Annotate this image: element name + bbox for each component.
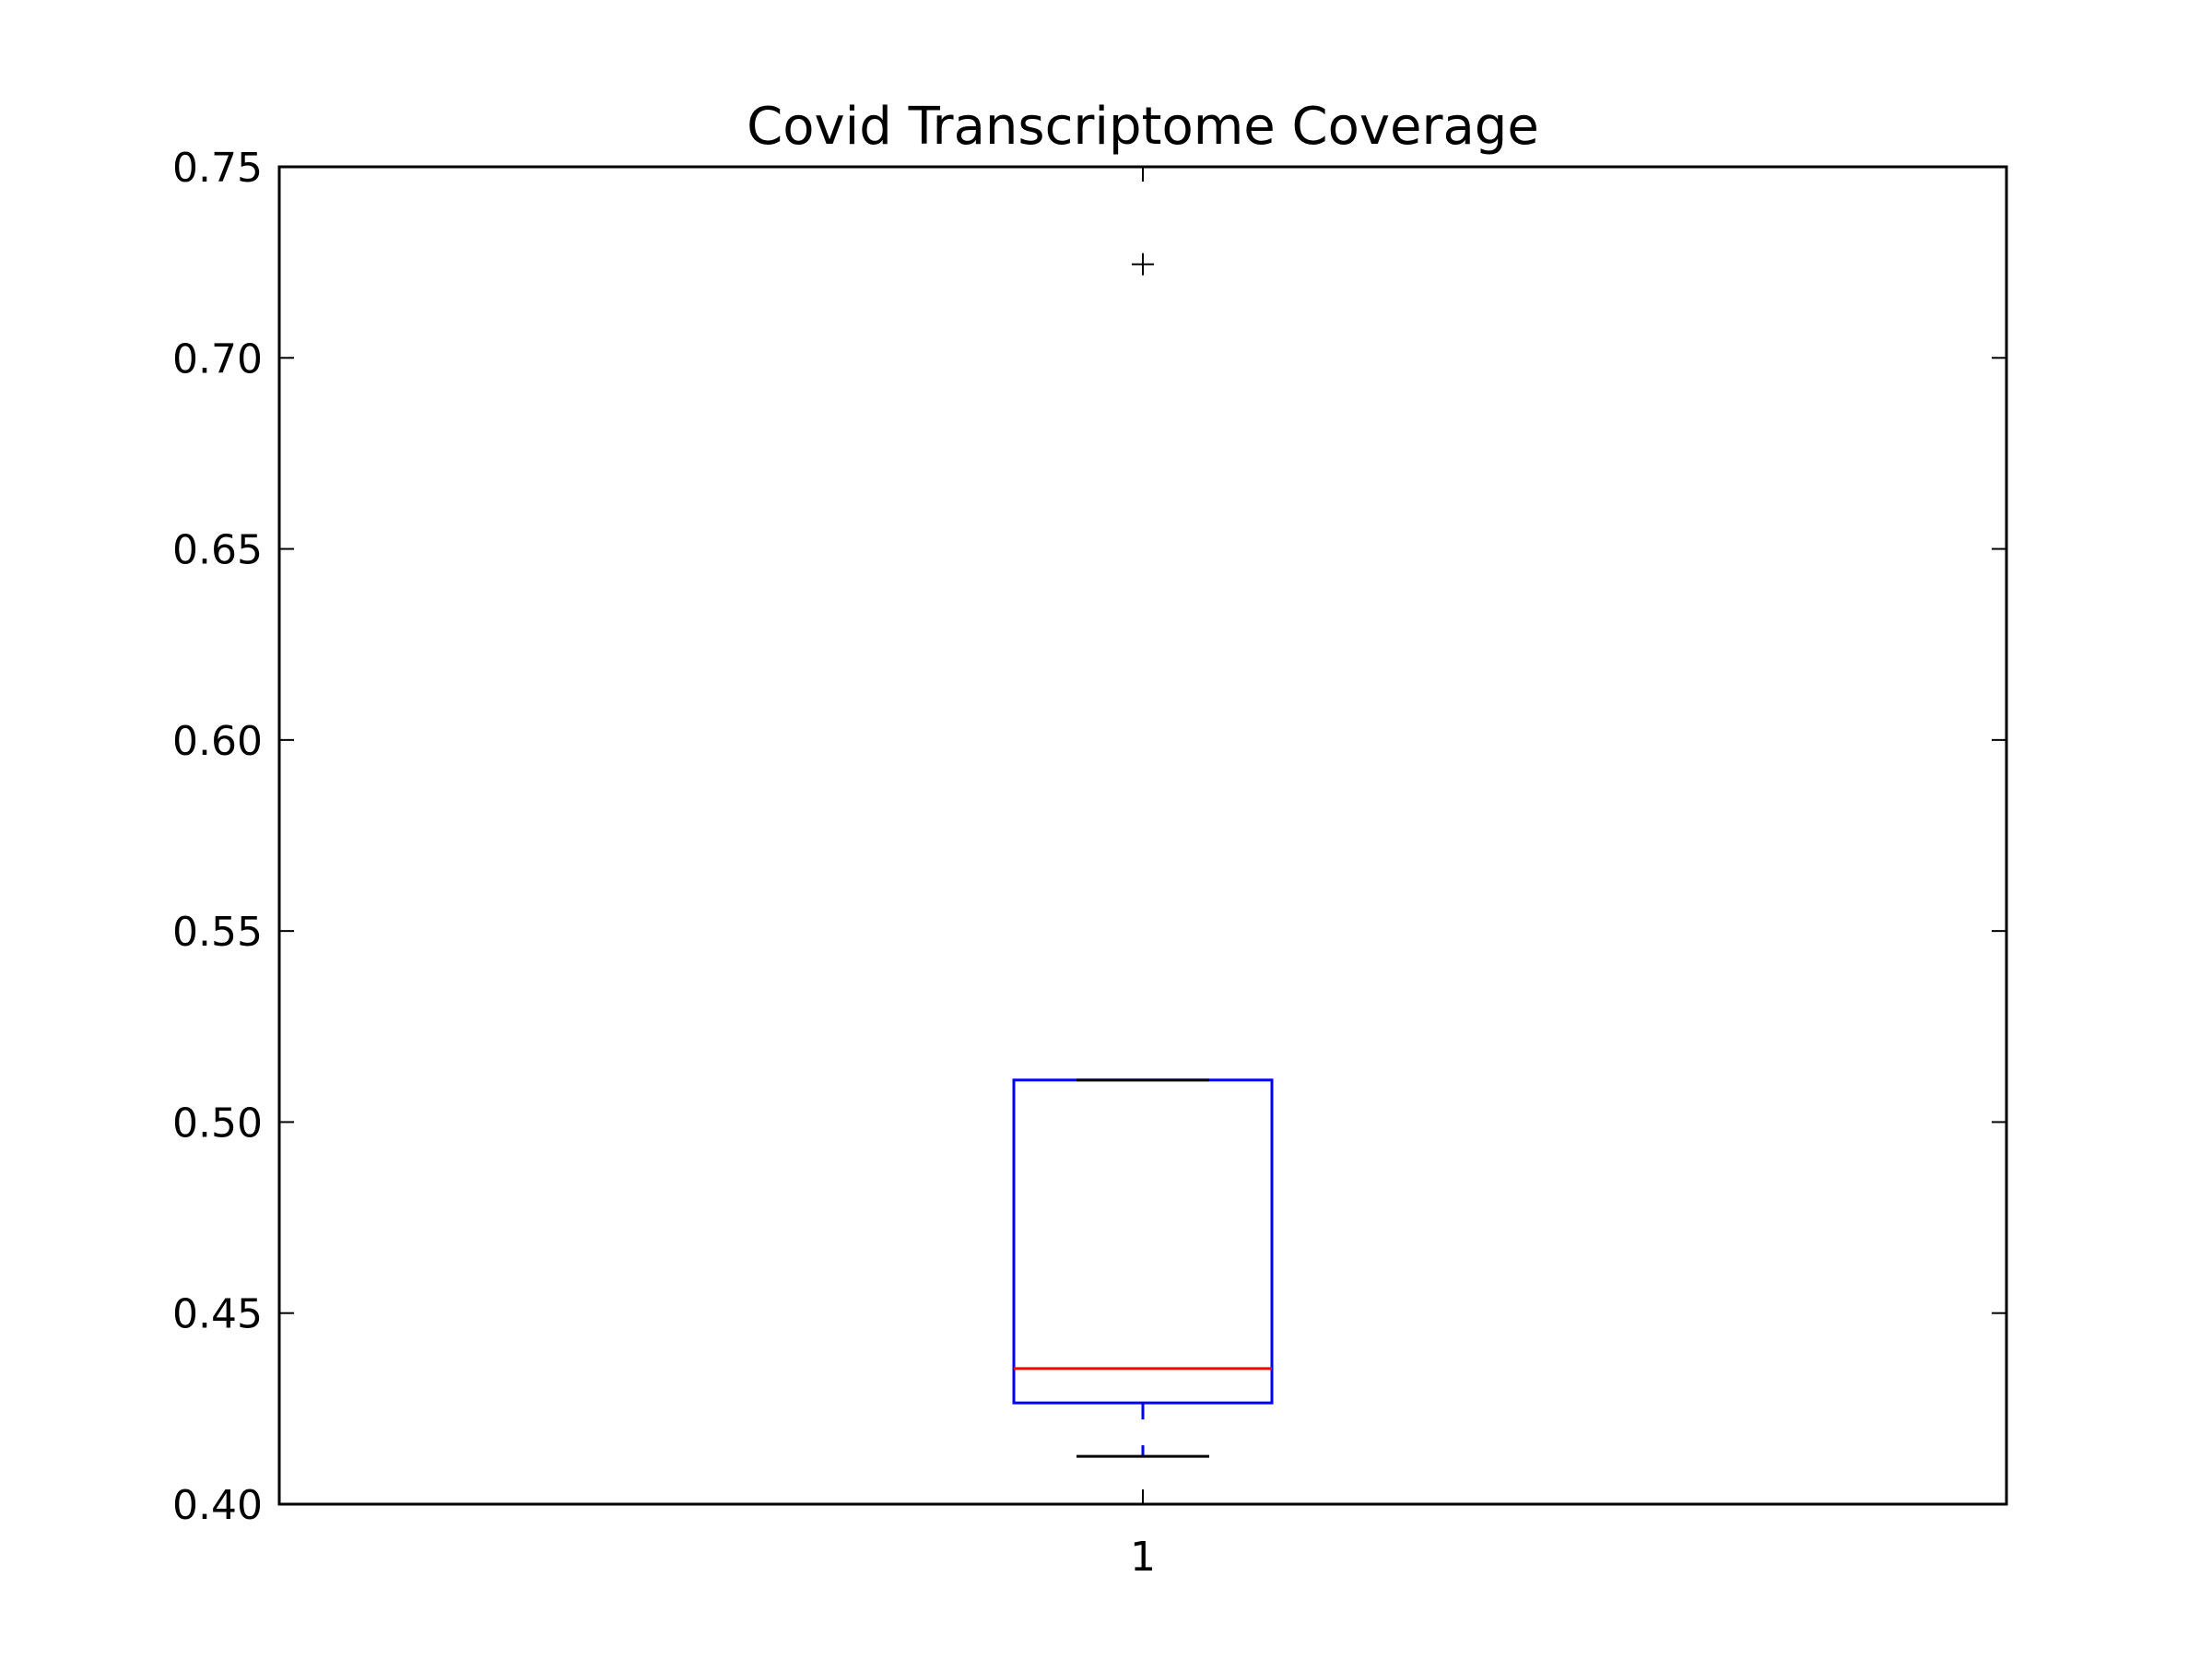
y-tick-label: 0.70 (172, 335, 263, 382)
box-iqr (1012, 1078, 1274, 1405)
x-tick-label: 1 (1130, 1534, 1156, 1581)
y-axis: 0.40 0.45 0.50 0.55 0.60 0.65 0.70 0.75 (172, 145, 2006, 1529)
chart-title: Covid Transcriptome Coverage (747, 97, 1539, 157)
y-tick-label: 0.50 (172, 1100, 263, 1147)
y-tick-label: 0.45 (172, 1291, 263, 1338)
y-tick-label: 0.40 (172, 1482, 263, 1529)
y-tick-label: 0.75 (172, 145, 263, 192)
y-tick-label: 0.55 (172, 909, 263, 956)
y-tick-label: 0.60 (172, 718, 263, 765)
plot-area-frame (277, 165, 2008, 1506)
box-series (1012, 253, 1274, 1458)
y-tick-label: 0.65 (172, 527, 263, 574)
x-axis: 1 (1130, 167, 1156, 1581)
